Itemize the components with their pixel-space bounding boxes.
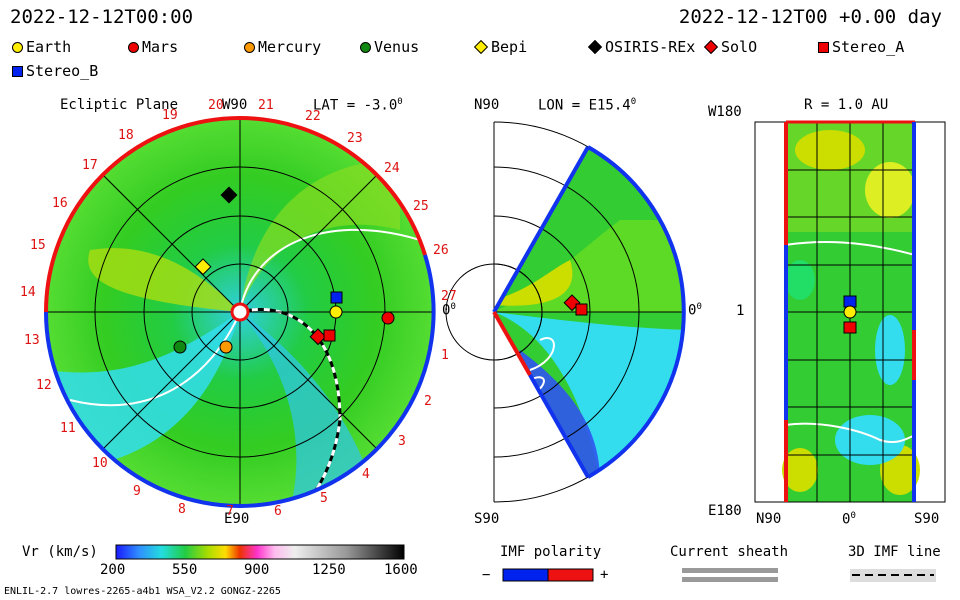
latlon-mid-left: 1	[736, 303, 745, 319]
ecliptic-bottom-label: E90	[224, 511, 250, 527]
ring-num: 19	[162, 108, 178, 123]
ring-num: 20	[208, 98, 224, 113]
osiris-rex-point	[220, 186, 238, 204]
date-left: 2022-12-12T00:00	[10, 6, 194, 28]
ring-num: 7	[226, 504, 234, 519]
stereo-a-marker-icon	[818, 41, 829, 53]
ring-num: 3	[398, 434, 406, 449]
colorbar-tick: 1600	[384, 562, 418, 578]
legend-stereo-a: Stereo_A	[818, 38, 904, 56]
ring-num: 22	[305, 109, 321, 124]
ring-num: 13	[24, 333, 40, 348]
ring-num: 18	[118, 128, 134, 143]
ring-num: 24	[384, 161, 400, 176]
latlon-x-right: S90	[914, 511, 940, 527]
colorbar-label: Vr (km/s)	[22, 544, 98, 560]
imf-negative-bar	[502, 568, 549, 582]
ring-num: 6	[274, 504, 282, 519]
venus-point	[173, 340, 187, 354]
imf-positive-bar	[547, 568, 594, 582]
imf-minus: −	[482, 567, 491, 583]
ring-num: 21	[258, 98, 274, 113]
legend-mars: Mars	[128, 38, 178, 56]
mars-point	[381, 311, 395, 325]
bepi-point	[194, 258, 212, 276]
earth-marker-icon	[12, 41, 23, 53]
mercury-point	[219, 340, 233, 354]
stereo-a-point	[323, 329, 336, 342]
ring-num: 23	[347, 131, 363, 146]
legend-earth: Earth	[12, 38, 71, 56]
ring-num: 2	[424, 394, 432, 409]
ring-num: 4	[362, 467, 370, 482]
ecliptic-right-label: 00	[442, 302, 456, 319]
ring-num: 26	[433, 243, 449, 258]
ring-num: 12	[36, 378, 52, 393]
stereo-b-point	[330, 291, 343, 304]
ring-num: 10	[92, 456, 108, 471]
ring-num: 1	[441, 348, 449, 363]
latlon-x-mid: 00	[842, 511, 856, 528]
colorbar-tick: 550	[172, 562, 198, 578]
date-right: 2022-12-12T00 +0.00 day	[678, 6, 942, 28]
legend-bepi: Bepi	[473, 38, 527, 56]
meridional-title: LON = E15.40	[538, 97, 637, 114]
footer-model-info: ENLIL-2.7 lowres-2265-a4b1 WSA_V2.2 GONG…	[4, 586, 281, 597]
current-sheath-line-2	[682, 577, 778, 582]
stereo-b-marker-icon	[12, 65, 23, 77]
colorbar-tick: 900	[244, 562, 270, 578]
meridional-right-label: 00	[688, 302, 702, 319]
ring-num: 27	[441, 289, 457, 304]
ring-num: 9	[133, 484, 141, 499]
ring-num: 11	[60, 421, 76, 436]
ring-num: 17	[82, 158, 98, 173]
solo-point	[309, 328, 327, 346]
sheath-title: Current sheath	[670, 544, 789, 560]
ecliptic-title: Ecliptic Plane	[60, 97, 179, 113]
colorbar-tick: 200	[100, 562, 126, 578]
latlon-x-left: N90	[756, 511, 782, 527]
legend-osiris-rex: OSIRIS-REx	[587, 38, 695, 56]
ecliptic-plot	[44, 116, 436, 508]
earth-point	[329, 305, 343, 319]
legend-stereo-b: Stereo_B	[12, 62, 98, 80]
legend-venus: Venus	[360, 38, 419, 56]
ring-num: 25	[413, 199, 429, 214]
meridional-plot	[445, 121, 686, 503]
ring-num: 15	[30, 238, 46, 253]
ring-num: 8	[178, 502, 186, 517]
latlon-top-left: W180	[708, 104, 742, 120]
meridional-bottom-label: S90	[474, 511, 500, 527]
latlon-bottom-left: E180	[708, 503, 742, 519]
imf3d-title: 3D IMF line	[848, 544, 941, 560]
mercury-marker-icon	[244, 41, 255, 53]
latlon-map	[754, 120, 946, 503]
ring-num: 16	[52, 196, 68, 211]
colorbar-tick: 1250	[312, 562, 346, 578]
legend-solo: SolO	[703, 38, 757, 56]
ring-num: 5	[320, 491, 328, 506]
latlon-title: R = 1.0 AU	[804, 97, 889, 113]
legend-mercury: Mercury	[244, 38, 321, 56]
imf-title: IMF polarity	[500, 544, 602, 560]
current-sheath-line	[682, 568, 778, 573]
ecliptic-top-label: W90	[222, 97, 248, 113]
ring-num: 14	[20, 285, 36, 300]
ecliptic-lat-label: LAT = -3.00	[313, 97, 403, 114]
imf-plus: +	[600, 567, 609, 583]
colorbar	[115, 544, 405, 560]
venus-marker-icon	[360, 41, 371, 53]
meridional-top-label: N90	[474, 97, 500, 113]
mars-marker-icon	[128, 41, 139, 53]
